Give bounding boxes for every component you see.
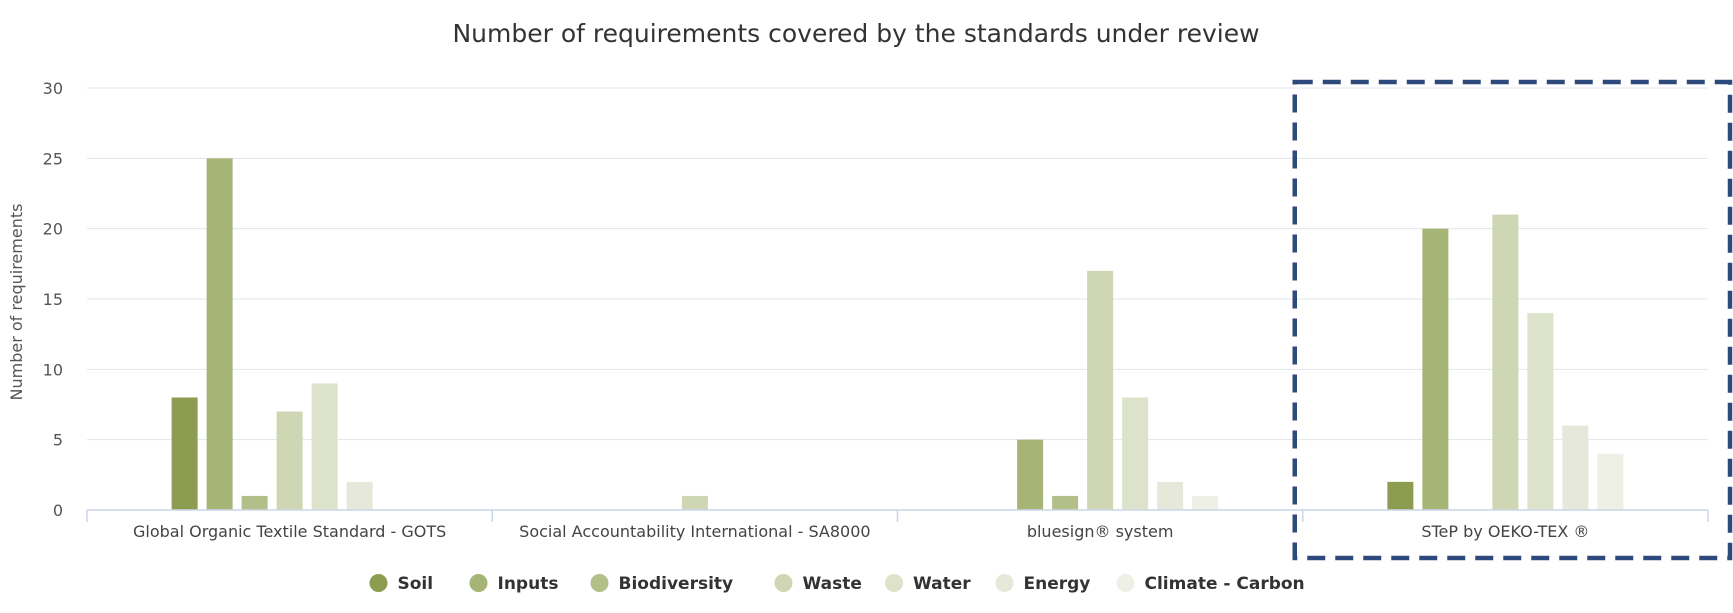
highlight-box — [1292, 79, 1733, 561]
legend-marker — [995, 574, 1014, 592]
y-tick-label: 0 — [53, 501, 63, 520]
legend-label: Water — [913, 574, 971, 594]
legend-item[interactable]: Biodiversity — [590, 574, 734, 594]
bar[interactable] — [1597, 453, 1624, 510]
legend[interactable]: Soil Inputs Biodiversity Waste Water Energy Cl… — [369, 574, 1305, 594]
y-tick-label: 20 — [43, 220, 63, 239]
legend-label: Inputs — [498, 574, 559, 594]
legend-marker — [590, 574, 609, 592]
legend-item[interactable]: Inputs — [469, 574, 559, 594]
legend-item[interactable]: Waste — [774, 574, 862, 594]
y-axis-title: Number of requirements — [7, 204, 26, 401]
bar[interactable] — [1527, 313, 1554, 510]
bar[interactable] — [311, 383, 338, 510]
bar[interactable] — [276, 411, 303, 510]
x-category-label: bluesign® system — [1027, 522, 1174, 541]
legend-marker — [1116, 574, 1135, 592]
x-category-label: Global Organic Textile Standard - GOTS — [133, 522, 446, 541]
legend-item[interactable]: Climate - Carbon — [1116, 574, 1305, 594]
y-tick-label: 15 — [43, 290, 63, 309]
y-tick-label: 25 — [43, 149, 63, 168]
legend-marker — [369, 574, 388, 592]
bar[interactable] — [1157, 481, 1184, 510]
y-tick-label: 30 — [43, 79, 63, 98]
legend-item[interactable]: Soil — [369, 574, 434, 594]
legend-marker — [469, 574, 488, 592]
bar[interactable] — [346, 481, 373, 510]
legend-marker — [885, 574, 903, 592]
bar[interactable] — [1387, 481, 1414, 510]
bar[interactable] — [1017, 439, 1044, 510]
bar[interactable] — [1192, 495, 1219, 510]
bar[interactable] — [206, 158, 233, 511]
bar[interactable] — [171, 397, 198, 510]
bar[interactable] — [1122, 397, 1149, 510]
bar[interactable] — [1087, 270, 1114, 510]
y-axis-ticks: 0 5 10 15 20 25 30 — [43, 79, 63, 520]
legend-label: Biodiversity — [619, 574, 734, 594]
bar[interactable] — [1052, 495, 1079, 510]
highlight-dashed-box — [1292, 79, 1733, 561]
x-category-label: STeP by OEKO-TEX ® — [1421, 522, 1589, 541]
x-category-label: Social Accountability International - SA… — [519, 522, 870, 541]
legend-label: Climate - Carbon — [1145, 574, 1305, 594]
x-axis: Global Organic Textile Standard - GOTS So… — [86, 509, 1709, 541]
y-tick-label: 10 — [43, 360, 63, 379]
legend-label: Soil — [398, 574, 434, 594]
chart-title: Number of requirements covered by the st… — [452, 19, 1259, 48]
legend-marker — [774, 574, 793, 592]
bar[interactable] — [241, 495, 268, 510]
bar[interactable] — [1562, 425, 1589, 510]
legend-item[interactable]: Energy — [995, 574, 1091, 594]
bar[interactable] — [1422, 228, 1449, 510]
bars — [171, 158, 1624, 511]
legend-label: Energy — [1024, 574, 1091, 594]
legend-item[interactable]: Water — [885, 574, 971, 594]
legend-label: Waste — [803, 574, 862, 594]
bar[interactable] — [1492, 214, 1519, 510]
y-tick-label: 5 — [53, 431, 63, 450]
bar[interactable] — [681, 495, 708, 510]
